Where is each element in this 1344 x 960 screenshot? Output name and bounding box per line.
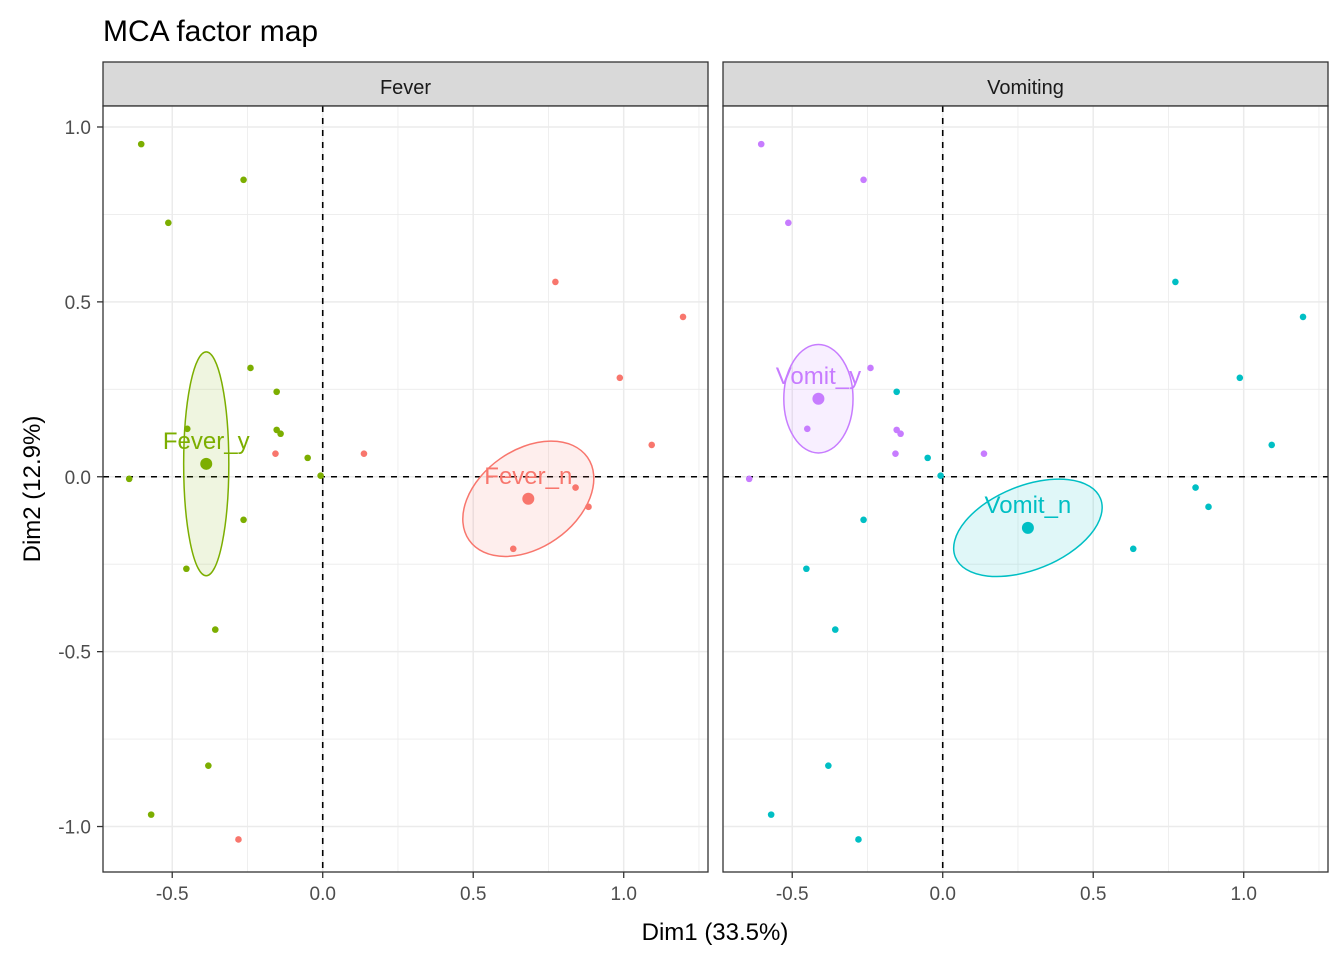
- panel-border: [722, 105, 1329, 873]
- data-point: [572, 484, 579, 491]
- x-tick-label: 1.0: [1231, 884, 1257, 905]
- data-point: [317, 472, 324, 480]
- data-point: [509, 545, 517, 553]
- panel-vomiting: Vomiting Vomit_y Vomit_n -0.5 0.0 0.5 1.0: [722, 61, 1329, 905]
- facet-strip-label: Fever: [380, 77, 431, 99]
- data-point: [235, 836, 242, 843]
- x-tick-label: 1.0: [611, 884, 637, 905]
- data-point: [803, 565, 810, 573]
- x-axis-title: Dim1 (33.5%): [642, 919, 789, 946]
- data-point: [1205, 503, 1212, 511]
- data-point: [360, 450, 368, 457]
- data-point: [679, 313, 687, 321]
- data-point: [137, 140, 145, 148]
- data-point: [273, 388, 280, 396]
- data-point: [247, 364, 254, 372]
- data-point: [125, 475, 133, 483]
- y-tick-label: -0.5: [58, 643, 91, 664]
- data-point: [272, 450, 279, 457]
- facet-panels: Fever Fever_y Fever_n -0.5 0.0 0.5 1.0 -1.0 -0.5…: [58, 61, 1329, 905]
- data-point: [552, 278, 559, 286]
- data-point: [183, 425, 191, 433]
- data-point: [757, 140, 765, 148]
- centroid-label: Vomit_n: [985, 492, 1072, 519]
- panel-border: [102, 105, 709, 873]
- data-point: [825, 762, 832, 769]
- data-point: [893, 388, 900, 396]
- panel-background: [723, 106, 1328, 872]
- x-tick-label: 0.5: [1080, 884, 1106, 905]
- data-point: [648, 441, 656, 449]
- data-point: [240, 516, 247, 524]
- x-tick-label: 0.5: [460, 884, 486, 905]
- data-point: [785, 219, 792, 227]
- facet-strip-label: Vomiting: [987, 77, 1064, 99]
- data-point: [867, 364, 874, 372]
- data-point: [860, 516, 867, 524]
- chart-title: MCA factor map: [103, 15, 318, 48]
- facet-strip: [102, 61, 709, 107]
- data-point: [831, 626, 839, 633]
- x-tick-label: 0.0: [930, 884, 956, 905]
- panel-fever: Fever Fever_y Fever_n -0.5 0.0 0.5 1.0 -1.0 -0.5…: [58, 61, 709, 905]
- data-point: [183, 565, 190, 573]
- centroid-point: [522, 492, 535, 505]
- centroid-point: [1021, 521, 1034, 534]
- data-point: [1172, 278, 1179, 286]
- centroid-label: Fever_y: [163, 428, 250, 455]
- y-tick-label: 1.0: [65, 118, 91, 139]
- data-point: [147, 811, 155, 818]
- data-point: [277, 430, 284, 438]
- centroid-point: [812, 392, 825, 405]
- data-point: [205, 762, 212, 769]
- data-point: [937, 472, 944, 480]
- facet-strip: [722, 61, 1329, 107]
- data-point: [616, 374, 624, 382]
- x-tick-label: 0.0: [310, 884, 336, 905]
- data-point: [1129, 545, 1137, 553]
- data-point: [892, 450, 899, 457]
- data-point: [745, 475, 753, 483]
- data-point: [240, 176, 247, 184]
- x-tick-label: -0.5: [156, 884, 189, 905]
- data-point: [211, 626, 219, 633]
- data-point: [165, 219, 172, 227]
- data-point: [1299, 313, 1307, 321]
- data-point: [860, 176, 867, 184]
- data-point: [1268, 441, 1276, 449]
- centroid-label: Vomit_y: [776, 363, 861, 390]
- data-point: [897, 430, 904, 438]
- data-point: [1192, 484, 1199, 491]
- data-point: [767, 811, 775, 818]
- y-tick-label: 0.0: [65, 468, 91, 489]
- data-point: [803, 425, 811, 433]
- x-tick-label: -0.5: [776, 884, 809, 905]
- data-point: [585, 503, 592, 511]
- centroid-point: [200, 457, 213, 470]
- y-tick-label: 0.5: [65, 293, 91, 314]
- data-point: [855, 836, 862, 843]
- data-point: [1236, 374, 1244, 382]
- y-axis-title: Dim2 (12.9%): [19, 416, 46, 563]
- data-point: [980, 450, 988, 457]
- data-point: [924, 454, 931, 462]
- data-point: [304, 454, 311, 462]
- y-tick-label: -1.0: [58, 818, 91, 839]
- centroid-label: Fever_n: [484, 463, 572, 490]
- panel-background: [103, 106, 708, 872]
